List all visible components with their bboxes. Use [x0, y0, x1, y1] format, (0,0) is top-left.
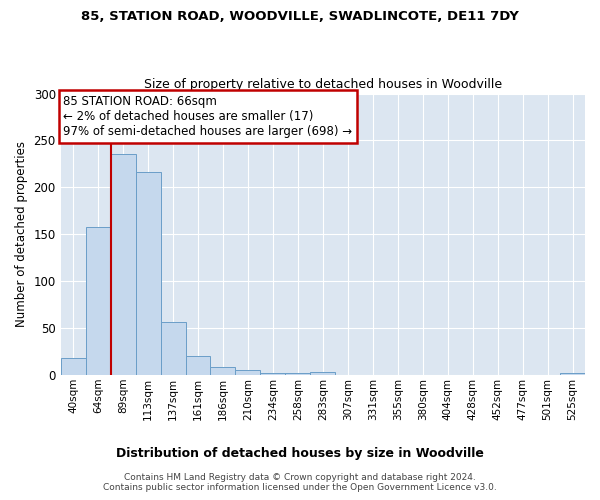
Bar [185, 356, 211, 375]
Text: Distribution of detached houses by size in Woodville: Distribution of detached houses by size … [116, 447, 484, 460]
Text: 85, STATION ROAD, WOODVILLE, SWADLINCOTE, DE11 7DY: 85, STATION ROAD, WOODVILLE, SWADLINCOTE… [81, 10, 519, 23]
Text: Contains HM Land Registry data © Crown copyright and database right 2024.: Contains HM Land Registry data © Crown c… [124, 474, 476, 482]
Bar [260, 373, 286, 375]
Bar [235, 370, 260, 375]
Bar [136, 172, 161, 375]
Text: 85 STATION ROAD: 66sqm
← 2% of detached houses are smaller (17)
97% of semi-deta: 85 STATION ROAD: 66sqm ← 2% of detached … [63, 95, 352, 138]
Bar [86, 227, 110, 375]
Bar [560, 373, 585, 375]
Y-axis label: Number of detached properties: Number of detached properties [15, 142, 28, 328]
Text: Contains public sector information licensed under the Open Government Licence v3: Contains public sector information licen… [103, 484, 497, 492]
Bar [310, 372, 335, 375]
Bar [286, 373, 310, 375]
Bar [61, 358, 86, 375]
Bar [161, 322, 185, 375]
Bar [110, 154, 136, 375]
Title: Size of property relative to detached houses in Woodville: Size of property relative to detached ho… [144, 78, 502, 91]
Bar [211, 366, 235, 375]
